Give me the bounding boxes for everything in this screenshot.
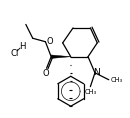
Text: O: O xyxy=(47,37,53,46)
Polygon shape xyxy=(51,55,71,58)
Text: N: N xyxy=(93,68,100,77)
Text: Cl: Cl xyxy=(10,49,18,58)
Text: H: H xyxy=(19,42,26,51)
Text: CH₃: CH₃ xyxy=(110,77,123,83)
Text: O: O xyxy=(43,69,49,78)
Text: CH₃: CH₃ xyxy=(84,89,96,95)
